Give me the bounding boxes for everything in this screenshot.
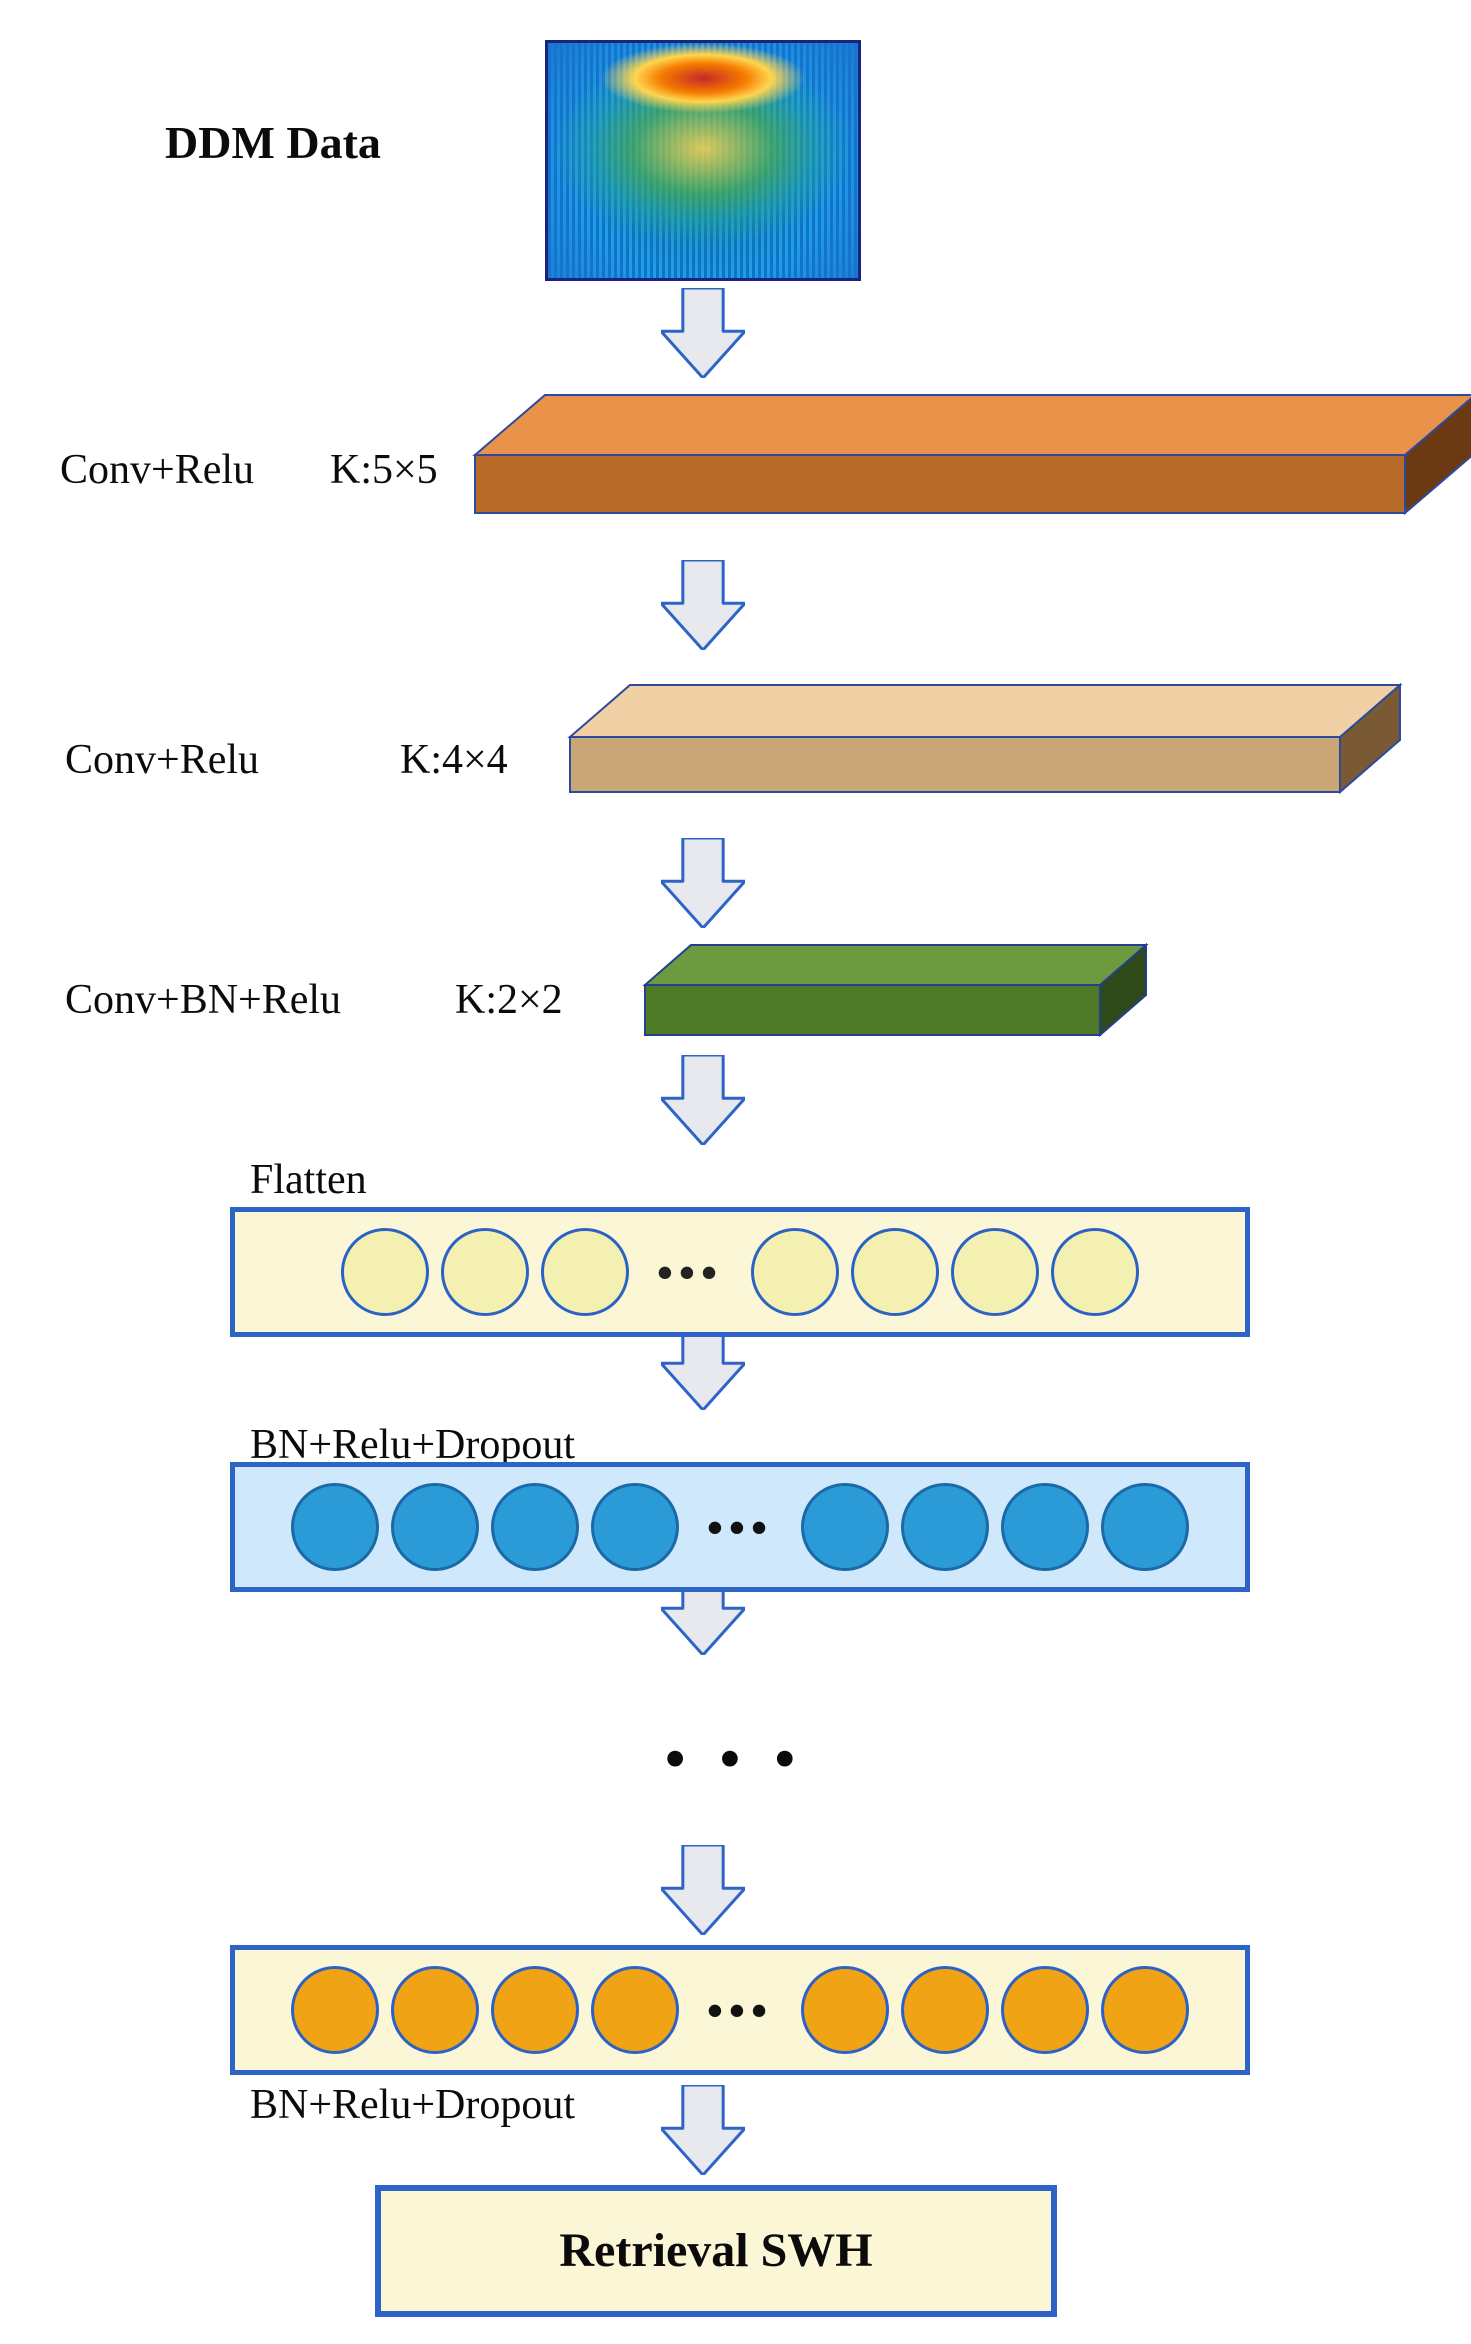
neuron-circle: [391, 1966, 479, 2054]
neuron-circle: [591, 1966, 679, 2054]
ddm-heatmap: [548, 43, 858, 278]
ellipsis-icon: •••: [657, 1246, 723, 1299]
conv1-slab: [473, 393, 1471, 515]
ddm-thumbnail: [545, 40, 861, 281]
neuron-circle: [491, 1966, 579, 2054]
row3-box: •••: [230, 1945, 1250, 2075]
ellipsis-icon: •••: [707, 1984, 773, 2037]
down-arrow-2: [661, 560, 745, 650]
neuron-circle: [1101, 1966, 1189, 2054]
diagram-canvas: DDM Data Conv+Relu K:5×5 Conv+Relu K:4×4 Con…: [0, 0, 1471, 2344]
conv2-slab: [568, 683, 1402, 794]
conv2-op-label: Conv+Relu: [65, 735, 259, 785]
neuron-circle: [441, 1228, 529, 1316]
neuron-circle: [901, 1966, 989, 2054]
row1-label: Flatten: [250, 1155, 367, 1205]
output-label: Retrieval SWH: [559, 2222, 872, 2280]
neuron-circle: [901, 1483, 989, 1571]
neuron-circle: [491, 1483, 579, 1571]
neuron-circle: [1101, 1483, 1189, 1571]
neuron-circle: [291, 1483, 379, 1571]
ellipsis-icon: •••: [707, 1501, 773, 1554]
neuron-circle: [1001, 1483, 1089, 1571]
conv3-op-label: Conv+BN+Relu: [65, 975, 341, 1025]
neuron-circle: [291, 1966, 379, 2054]
down-arrow-4: [661, 1055, 745, 1145]
conv1-k-label: K:5×5: [330, 445, 438, 495]
neuron-circle: [951, 1228, 1039, 1316]
neuron-circle: [751, 1228, 839, 1316]
title-label: DDM Data: [165, 115, 381, 170]
neuron-circle: [1001, 1966, 1089, 2054]
conv3-k-label: K:2×2: [455, 975, 563, 1025]
down-arrow-7: [661, 1845, 745, 1935]
neuron-circle: [851, 1228, 939, 1316]
neuron-circle: [391, 1483, 479, 1571]
ellipsis-between-layers: • • •: [665, 1725, 805, 1792]
down-arrow-1: [661, 288, 745, 378]
neuron-circle: [801, 1966, 889, 2054]
output-box: Retrieval SWH: [375, 2185, 1057, 2317]
neuron-circle: [801, 1483, 889, 1571]
conv1-op-label: Conv+Relu: [60, 445, 254, 495]
bottom-bn-relu-dropout-label: BN+Relu+Dropout: [250, 2080, 575, 2130]
neuron-circle: [541, 1228, 629, 1316]
row1-box: •••: [230, 1207, 1250, 1337]
neuron-circle: [341, 1228, 429, 1316]
down-arrow-8: [661, 2085, 745, 2175]
row2-box: •••: [230, 1462, 1250, 1592]
neuron-circle: [591, 1483, 679, 1571]
conv2-k-label: K:4×4: [400, 735, 508, 785]
down-arrow-3: [661, 838, 745, 928]
conv3-slab: [643, 943, 1148, 1037]
neuron-circle: [1051, 1228, 1139, 1316]
